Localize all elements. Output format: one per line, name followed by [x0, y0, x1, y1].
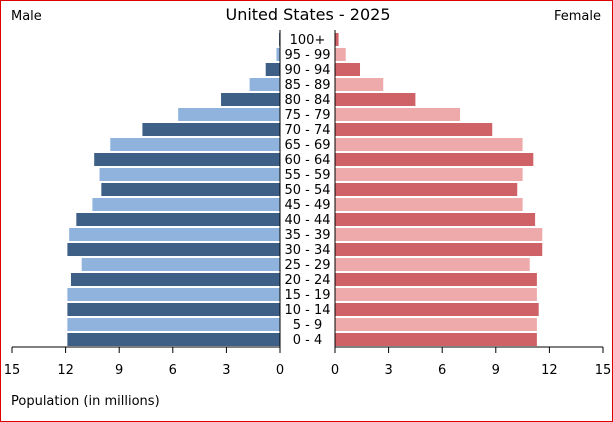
male-bar [110, 138, 281, 151]
age-group-label: 95 - 99 [284, 48, 330, 63]
male-bar [67, 303, 281, 316]
male-bar [81, 258, 281, 271]
male-bar [70, 273, 281, 286]
female-bar [335, 303, 539, 316]
age-group-label: 0 - 4 [293, 333, 323, 348]
age-group-label: 70 - 74 [284, 123, 330, 138]
male-bar [142, 123, 280, 136]
female-bar [335, 153, 534, 166]
female-bar [335, 63, 361, 76]
female-bar [335, 48, 346, 61]
male-bar [92, 198, 281, 211]
male-x-tick-label: 9 [115, 363, 123, 378]
male-x-tick-label: 15 [4, 363, 21, 378]
male-bar [67, 288, 281, 301]
male-bar [178, 108, 280, 121]
female-bar [335, 123, 493, 136]
age-group-label: 80 - 84 [284, 93, 330, 108]
age-group-label: 55 - 59 [284, 168, 330, 183]
male-bar [99, 168, 281, 181]
male-bar [249, 78, 280, 91]
age-group-label: 5 - 9 [293, 318, 323, 333]
female-x-tick-label: 3 [384, 363, 392, 378]
female-bar [335, 183, 518, 196]
male-x-tick-label: 12 [57, 363, 74, 378]
age-group-label: 10 - 14 [284, 303, 330, 318]
male-x-tick-label: 6 [169, 363, 177, 378]
age-group-label: 100+ [290, 33, 326, 48]
female-bar [335, 33, 339, 46]
female-bar [335, 138, 523, 151]
age-group-label: 65 - 69 [284, 138, 330, 153]
female-x-tick-label: 15 [595, 363, 612, 378]
x-axis-label: Population (in millions) [11, 394, 160, 409]
female-x-tick-label: 12 [541, 363, 558, 378]
age-group-label: 20 - 24 [284, 273, 330, 288]
age-group-label: 60 - 64 [284, 153, 330, 168]
male-bar [265, 63, 280, 76]
male-bar [67, 333, 281, 346]
female-x-tick-label: 6 [438, 363, 446, 378]
age-group-label: 45 - 49 [284, 198, 330, 213]
age-group-label: 25 - 29 [284, 258, 330, 273]
male-label: Male [11, 9, 42, 24]
female-bar [335, 213, 536, 226]
female-bar [335, 243, 543, 256]
female-bar [335, 198, 523, 211]
male-bar [101, 183, 280, 196]
age-group-label: 30 - 34 [284, 243, 330, 258]
female-bar [335, 258, 530, 271]
age-group-label: 90 - 94 [284, 63, 330, 78]
male-x-tick-label: 0 [276, 363, 284, 378]
male-bar [221, 93, 280, 106]
female-bar [335, 318, 537, 331]
male-bar [94, 153, 280, 166]
female-label: Female [554, 9, 601, 24]
female-bar [335, 168, 523, 181]
female-bar [335, 93, 416, 106]
male-bar [276, 48, 280, 61]
female-bar [335, 228, 543, 241]
age-group-label: 75 - 79 [284, 108, 330, 123]
female-bar [335, 108, 461, 121]
female-bar [335, 273, 537, 286]
age-group-label: 50 - 54 [284, 183, 330, 198]
age-group-label: 85 - 89 [284, 78, 330, 93]
female-x-tick-label: 9 [492, 363, 500, 378]
female-bar [335, 78, 384, 91]
male-bar [76, 213, 280, 226]
male-x-tick-label: 3 [222, 363, 230, 378]
female-bar [335, 288, 537, 301]
female-bar [335, 333, 537, 346]
male-bar [69, 228, 280, 241]
male-bar [67, 243, 281, 256]
age-group-label: 40 - 44 [284, 213, 330, 228]
female-x-tick-label: 0 [331, 363, 339, 378]
chart-title: United States - 2025 [225, 5, 390, 24]
age-group-label: 35 - 39 [284, 228, 330, 243]
male-bar [67, 318, 281, 331]
age-group-label: 15 - 19 [284, 288, 330, 303]
